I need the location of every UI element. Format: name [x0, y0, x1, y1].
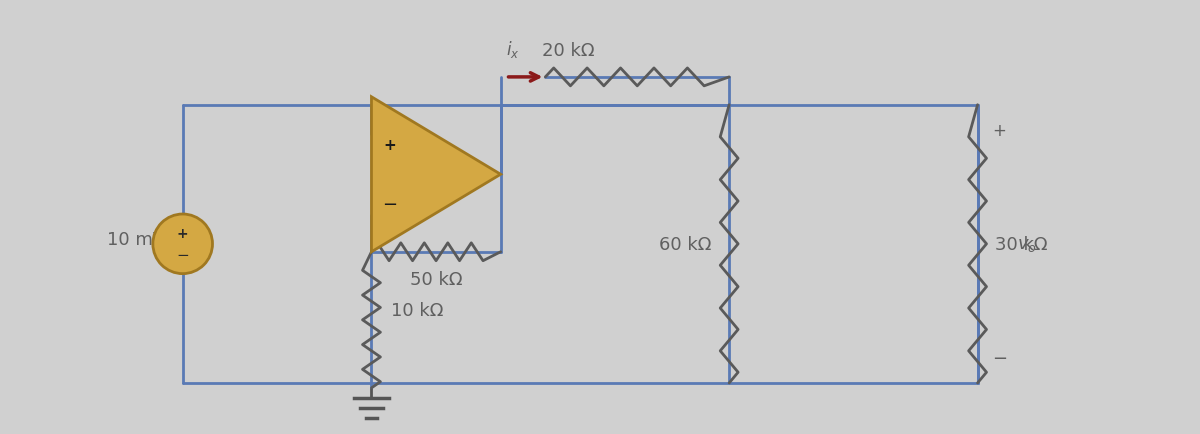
Text: +: + [383, 138, 396, 153]
Text: 60 kΩ: 60 kΩ [659, 235, 712, 253]
Text: 10 mV: 10 mV [107, 230, 164, 248]
Text: −: − [382, 196, 397, 214]
Text: $v_o$: $v_o$ [1018, 235, 1037, 253]
Text: $i_x$: $i_x$ [505, 39, 520, 60]
Text: −: − [176, 248, 190, 263]
Text: +: + [992, 121, 1007, 139]
Text: 20 kΩ: 20 kΩ [542, 42, 595, 60]
Text: 10 kΩ: 10 kΩ [391, 301, 444, 319]
Text: 30 kΩ: 30 kΩ [996, 235, 1048, 253]
Text: −: − [992, 349, 1007, 367]
Text: 50 kΩ: 50 kΩ [410, 270, 462, 288]
Polygon shape [372, 98, 500, 252]
Text: +: + [176, 227, 188, 240]
Circle shape [152, 214, 212, 274]
